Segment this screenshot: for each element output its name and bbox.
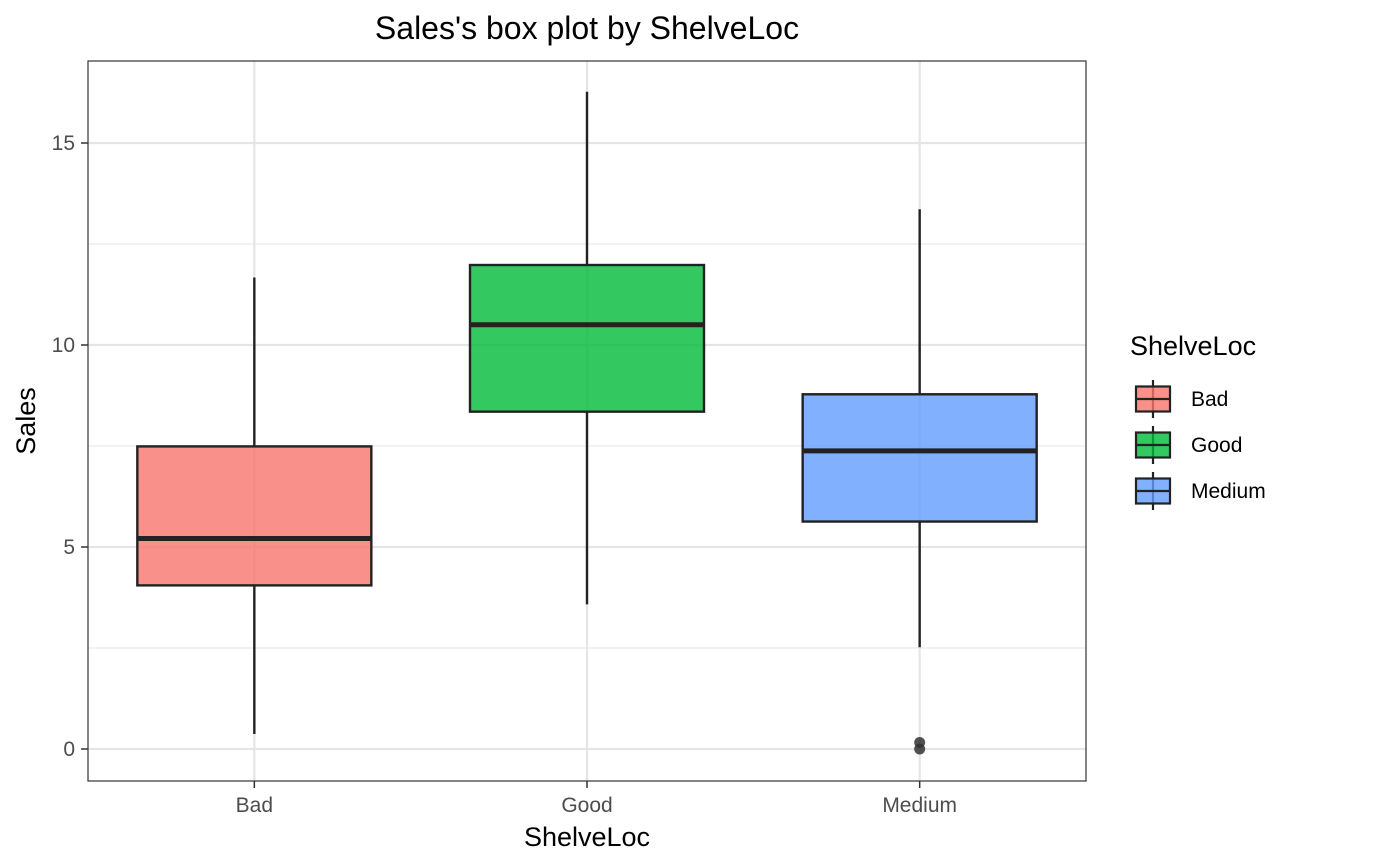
x-axis: Bad Good Medium — [236, 781, 957, 817]
boxes — [136, 91, 1038, 755]
legend: ShelveLoc Bad Good Medium — [1130, 331, 1266, 510]
chart-title: Sales's box plot by ShelveLoc — [375, 10, 799, 46]
legend-label: Medium — [1191, 480, 1266, 503]
box-bad — [136, 277, 373, 735]
box-iqr — [136, 445, 373, 587]
box-iqr — [468, 263, 706, 413]
legend-item-medium: Medium — [1134, 472, 1266, 510]
outlier-point — [914, 737, 926, 749]
legend-item-good: Good — [1134, 426, 1242, 464]
legend-item-bad: Bad — [1134, 380, 1228, 418]
y-axis-title: Sales — [11, 387, 41, 455]
x-tick-label: Bad — [236, 794, 273, 817]
legend-label: Good — [1191, 434, 1242, 457]
y-axis: 0 5 10 15 — [52, 132, 88, 761]
box-medium — [801, 209, 1038, 755]
box-iqr — [801, 393, 1038, 523]
x-tick-label: Good — [561, 794, 612, 817]
y-tick-label: 0 — [63, 738, 75, 761]
box-good — [468, 91, 706, 605]
x-tick-label: Medium — [882, 794, 957, 817]
legend-label: Bad — [1191, 388, 1228, 411]
legend-title: ShelveLoc — [1130, 331, 1256, 361]
x-axis-title: ShelveLoc — [524, 822, 650, 852]
y-tick-label: 5 — [63, 536, 75, 559]
y-tick-label: 15 — [52, 132, 75, 155]
y-tick-label: 10 — [52, 334, 75, 357]
